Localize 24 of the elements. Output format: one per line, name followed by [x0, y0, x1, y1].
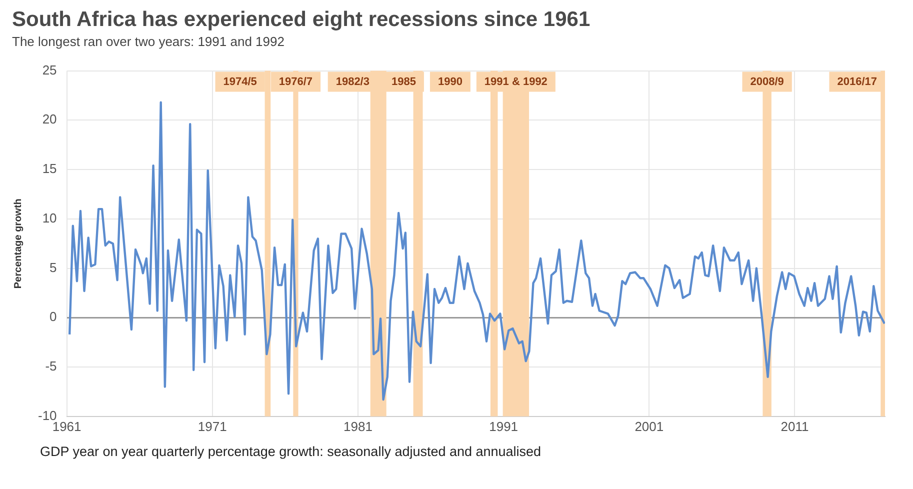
y-tick-label: -5 [45, 358, 57, 374]
x-tick-label: 1981 [344, 418, 372, 434]
band-label: 1974/5 [223, 76, 257, 88]
band-label: 2016/17 [837, 76, 877, 88]
band-label: 1982/3 [336, 76, 370, 88]
y-tick-label: 5 [50, 260, 57, 275]
y-tick-label: 0 [50, 309, 57, 324]
y-tick-label: 10 [42, 210, 57, 226]
text: GDP year on year quarterly percentage growth: seasonally adjusted and annualised [40, 444, 542, 459]
y-tick-label: 20 [42, 112, 57, 127]
y-tick-label: 25 [42, 62, 57, 78]
band-label: 1990 [438, 76, 462, 88]
band-label: 2008/9 [750, 76, 784, 88]
chart-title: South Africa has experienced eight recessions since 1961 [12, 8, 592, 32]
band-label: 1991 & 1992 [484, 76, 548, 88]
band-label: 1976/7 [278, 76, 313, 88]
x-tick-label: 1971 [198, 418, 227, 434]
y-axis-title: Percentage growth [12, 198, 24, 289]
band-label: 1985 [391, 76, 416, 88]
y-tick-label: 15 [42, 161, 57, 176]
x-tick-label: 2001 [634, 418, 664, 434]
chart-subtitle: The longest ran over two years: 1991 and 1992 [12, 34, 286, 49]
x-tick-label: 1991 [489, 418, 518, 434]
x-tick-label: 2011 [780, 418, 809, 434]
